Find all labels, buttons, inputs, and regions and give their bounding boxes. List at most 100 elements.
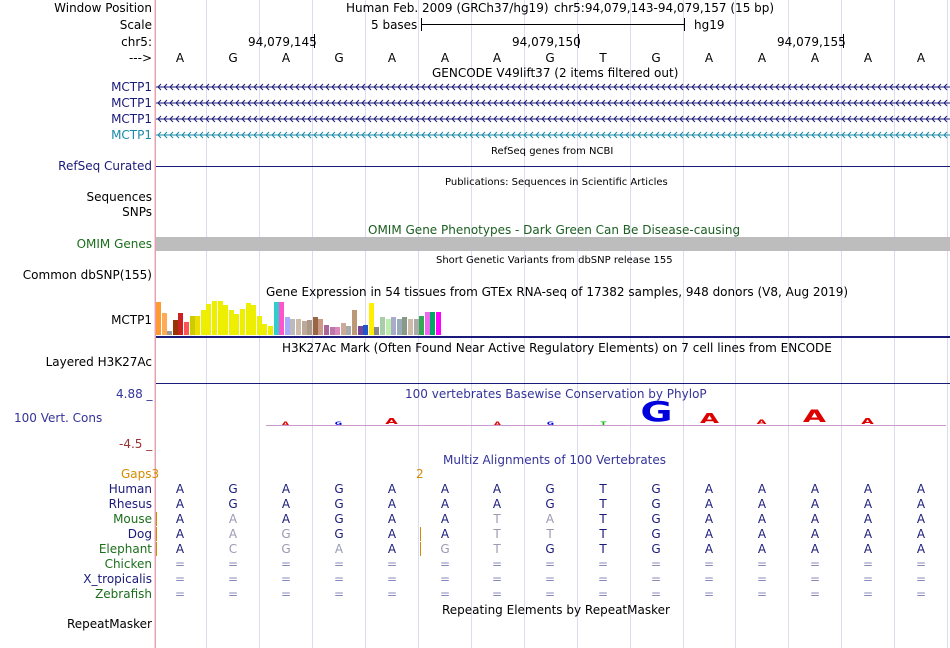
strand-chevron [181,99,186,107]
gtex-tissue-bar[interactable] [385,319,391,335]
gtex-tissue-bar[interactable] [346,326,352,335]
strand-chevron [745,99,750,107]
gtex-tissue-bar[interactable] [251,305,257,335]
position-text[interactable]: chr5:94,079,143-94,079,157 (15 bp) [554,1,775,15]
gtex-tissue-bar[interactable] [279,302,285,335]
gtex-tissue-bar[interactable] [363,325,369,335]
gtex-tissue-bar[interactable] [156,302,161,335]
gtex-tissue-bar[interactable] [195,316,201,335]
gtex-tissue-bar[interactable] [167,331,173,335]
gtex-tissue-bar[interactable] [296,319,301,335]
gtex-tissue-bar[interactable] [357,326,363,335]
grid-line [947,0,948,648]
gtex-tissue-bar[interactable] [380,317,385,335]
species-label[interactable]: Rhesus [108,497,152,511]
reference-base: G [545,51,555,65]
h3k27ac-track-label[interactable]: Layered H3K27Ac [45,355,152,369]
gtex-tissue-bar[interactable] [240,309,245,335]
gtex-tissue-bar[interactable] [262,324,268,335]
gencode-gene-label[interactable]: MCTP1 [111,128,152,142]
strand-chevron [769,99,774,107]
omim-track-label[interactable]: OMIM Genes [76,237,152,251]
dbsnp-track-label[interactable]: Common dbSNP(155) [22,268,152,282]
gtex-tissue-bar[interactable] [408,319,413,335]
gtex-tissue-bar[interactable] [223,305,229,335]
strand-chevron [697,99,702,107]
species-label[interactable]: Zebrafish [95,587,152,601]
gtex-tissue-bar[interactable] [307,320,313,335]
gencode-gene-features[interactable] [156,78,950,142]
gtex-tissue-bar[interactable] [329,327,335,335]
gtex-tissue-bar[interactable] [374,327,380,335]
omim-feature-bar[interactable] [156,237,950,251]
gtex-tissue-bar[interactable] [413,319,419,335]
gtex-tissue-bar[interactable] [200,310,206,335]
phylop-track-label[interactable]: 100 Vert. Cons [14,411,103,425]
refseq-gene-line[interactable] [156,166,950,167]
gtex-tissue-bar[interactable] [206,304,212,335]
gtex-tissue-bar[interactable] [368,303,374,335]
h3k27ac-track-title: H3K27Ac Mark (Often Found Near Active Re… [282,341,832,355]
strand-chevron [499,99,504,107]
species-label[interactable]: Dog [127,527,152,541]
gtex-tissue-bar[interactable] [436,312,441,335]
strand-chevron [505,115,510,123]
gtex-tissue-bar[interactable] [228,310,234,335]
gtex-tissue-bar[interactable] [324,325,329,335]
gtex-tissue-bar[interactable] [172,320,178,335]
gtex-tissue-bar[interactable] [391,317,397,335]
gencode-gene-label[interactable]: MCTP1 [111,96,152,110]
gaps-value: 2 [416,467,424,481]
gtex-tissue-bar[interactable] [312,317,318,335]
species-label[interactable]: Human [108,482,152,496]
strand-chevron [493,99,498,107]
publications-snps-label[interactable]: SNPs [122,205,152,219]
gtex-tissue-bar[interactable] [161,313,167,335]
species-label[interactable]: Elephant [98,542,152,556]
gtex-expression-chart[interactable] [156,300,556,335]
gtex-tissue-bar[interactable] [301,321,307,335]
gtex-tissue-bar[interactable] [430,312,436,335]
gtex-tissue-bar[interactable] [318,319,324,335]
gtex-tissue-bar[interactable] [212,301,217,335]
gtex-tissue-bar[interactable] [335,327,341,335]
strand-chevron [553,115,558,123]
gtex-tissue-bar[interactable] [268,326,273,335]
gtex-tissue-bar[interactable] [245,303,251,335]
gtex-tissue-bar[interactable] [256,316,262,335]
gtex-tissue-bar[interactable] [178,313,184,335]
gtex-tissue-bar[interactable] [340,323,346,335]
strand-chevron [823,131,828,139]
refseq-track-label[interactable]: RefSeq Curated [58,159,152,173]
gtex-tissue-bar[interactable] [184,322,189,335]
gtex-tissue-bar[interactable] [424,312,430,335]
species-label[interactable]: Chicken [104,557,152,571]
repeatmasker-track-label[interactable]: RepeatMasker [66,617,152,631]
strand-chevron [895,115,900,123]
gtex-tissue-bar[interactable] [189,316,195,335]
gtex-gene-label[interactable]: MCTP1 [111,313,152,327]
strand-chevron [457,83,462,91]
species-label[interactable]: Mouse [113,512,152,526]
gtex-tissue-bar[interactable] [284,317,290,335]
gtex-tissue-bar[interactable] [290,319,296,335]
gtex-tissue-bar[interactable] [217,301,223,335]
species-label[interactable]: X_tropicalis [83,572,152,586]
gencode-gene-label[interactable]: MCTP1 [111,80,152,94]
strand-chevron [691,131,696,139]
publications-sequences-label[interactable]: Sequences [86,190,152,204]
gencode-gene-label[interactable]: MCTP1 [111,112,152,126]
strand-chevron [169,83,174,91]
strand-chevron [931,83,936,91]
strand-chevron [895,99,900,107]
gtex-tissue-bar[interactable] [419,316,425,335]
strand-chevron [361,115,366,123]
gtex-tissue-bar[interactable] [396,319,402,335]
strand-chevron [229,83,234,91]
gtex-tissue-bar[interactable] [234,314,240,335]
gtex-tissue-bar[interactable] [273,302,279,335]
gtex-tissue-bar[interactable] [402,317,408,335]
gtex-tissue-bar[interactable] [352,310,357,335]
